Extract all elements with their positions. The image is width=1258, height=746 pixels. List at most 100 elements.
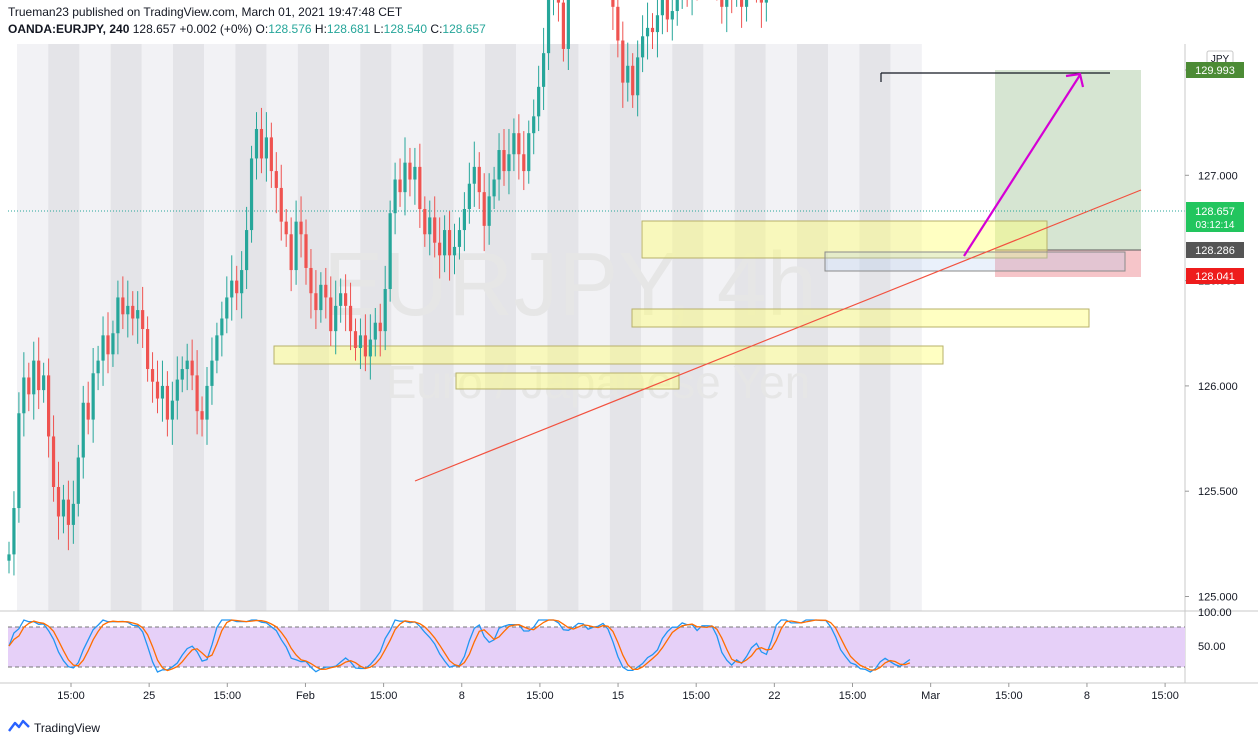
time-tick-label: 15:00 <box>214 690 242 702</box>
stoch-rsi-pane[interactable]: 100.00 50.00 <box>8 607 1232 673</box>
candle-body <box>175 379 179 401</box>
candle-body <box>344 293 348 306</box>
session-band <box>141 44 173 611</box>
candle-body <box>314 293 318 311</box>
candle-body <box>240 270 244 294</box>
candle-body <box>487 196 491 226</box>
candle-body <box>566 0 570 49</box>
session-band <box>516 44 548 611</box>
candle-body <box>462 208 466 231</box>
demand-zone[interactable] <box>824 251 1126 272</box>
candle-body <box>645 27 650 37</box>
support-zone-3[interactable] <box>631 308 1090 328</box>
time-tick-label: 15:00 <box>370 690 398 702</box>
candle-body <box>210 360 214 386</box>
price-axis[interactable]: 125.000125.500126.000126.500127.000127.5… <box>1185 0 1238 604</box>
candle-body <box>230 280 234 298</box>
candle-body <box>66 499 70 525</box>
time-tick-label: 15:00 <box>995 690 1023 702</box>
candle-body <box>740 0 744 7</box>
chart-watermark: EURJPY, 4h Euro / Japanese Yen <box>323 235 817 408</box>
candle-body <box>319 284 323 311</box>
session-band <box>391 44 423 611</box>
support-zone-1[interactable] <box>273 345 944 365</box>
candle-body <box>670 11 674 20</box>
candle-body <box>51 436 56 487</box>
session-band <box>297 44 329 611</box>
candle-body <box>126 305 130 315</box>
candle-body <box>472 166 476 184</box>
candle-body <box>71 503 75 525</box>
time-tick-label: 15:00 <box>1151 690 1179 702</box>
session-band <box>453 44 485 611</box>
footer-brand[interactable]: TradingView <box>8 719 100 736</box>
candle-body <box>665 0 669 20</box>
candle-body <box>428 217 432 235</box>
symbol-label[interactable]: OANDA:EURJPY, 240 <box>8 22 130 36</box>
candle-body <box>388 213 392 290</box>
candle-body <box>383 289 387 332</box>
candle-body <box>101 335 105 361</box>
candle-body <box>636 57 640 96</box>
candle-body <box>225 297 229 319</box>
candle-body <box>146 329 150 370</box>
tradingview-logo-icon <box>8 719 30 736</box>
candle-body <box>467 183 471 209</box>
stop-zone[interactable] <box>995 250 1141 277</box>
candle-body <box>299 221 303 235</box>
session-band <box>547 44 579 611</box>
candle-body <box>165 385 169 420</box>
candle-body <box>205 385 209 420</box>
candle-body <box>378 322 382 332</box>
candle-body <box>91 373 95 420</box>
candle-body <box>433 217 437 243</box>
candle-body <box>720 0 724 7</box>
candle-body <box>363 335 367 357</box>
candle-body <box>220 318 224 336</box>
candle-body <box>452 246 457 256</box>
candle-body <box>457 230 462 247</box>
candle-body <box>626 65 630 83</box>
candle-body <box>403 162 407 193</box>
target-arrow[interactable] <box>963 72 1085 257</box>
time-tick-label: 22 <box>768 690 780 702</box>
time-axis[interactable]: 15:00 25 15:00 Feb 15:00 8 15:00 15 15:00 22 15:00… <box>57 683 1179 702</box>
price-tick-label: 125.500 <box>1198 486 1238 498</box>
support-zone-2[interactable] <box>455 372 680 390</box>
candle-body <box>546 0 551 54</box>
candle-body <box>438 242 442 256</box>
candle-body <box>259 128 264 159</box>
target-zone[interactable] <box>995 70 1141 250</box>
candle-body <box>641 36 645 58</box>
candles <box>7 0 768 576</box>
candle-body <box>631 65 635 96</box>
candle-body <box>447 230 452 256</box>
candle-body <box>616 6 620 41</box>
candle-body <box>621 40 625 83</box>
candle-body <box>245 230 249 271</box>
candle-body <box>353 331 358 348</box>
candle-body <box>32 360 36 395</box>
candle-body <box>76 457 80 504</box>
candle-body <box>81 402 85 458</box>
drawings-layer[interactable] <box>8 70 1185 482</box>
candle-body <box>195 375 199 412</box>
candle-body <box>141 310 145 330</box>
candle-body <box>215 335 219 361</box>
candle-body <box>61 499 66 517</box>
low-value: 128.540 <box>383 22 428 36</box>
price-tick-label: 125.000 <box>1198 592 1238 604</box>
candle-body <box>12 508 16 555</box>
candle-body <box>655 15 660 33</box>
time-tick-label: 15:00 <box>682 690 710 702</box>
currency-label: JPY <box>1211 54 1230 65</box>
candle-body <box>56 486 61 517</box>
candle-body <box>274 171 278 188</box>
trendline[interactable] <box>414 189 1142 482</box>
candle-body <box>502 150 506 172</box>
candle-body <box>249 158 254 231</box>
candle-body <box>47 375 51 437</box>
candle-body <box>37 360 41 391</box>
candle-body <box>86 402 90 420</box>
